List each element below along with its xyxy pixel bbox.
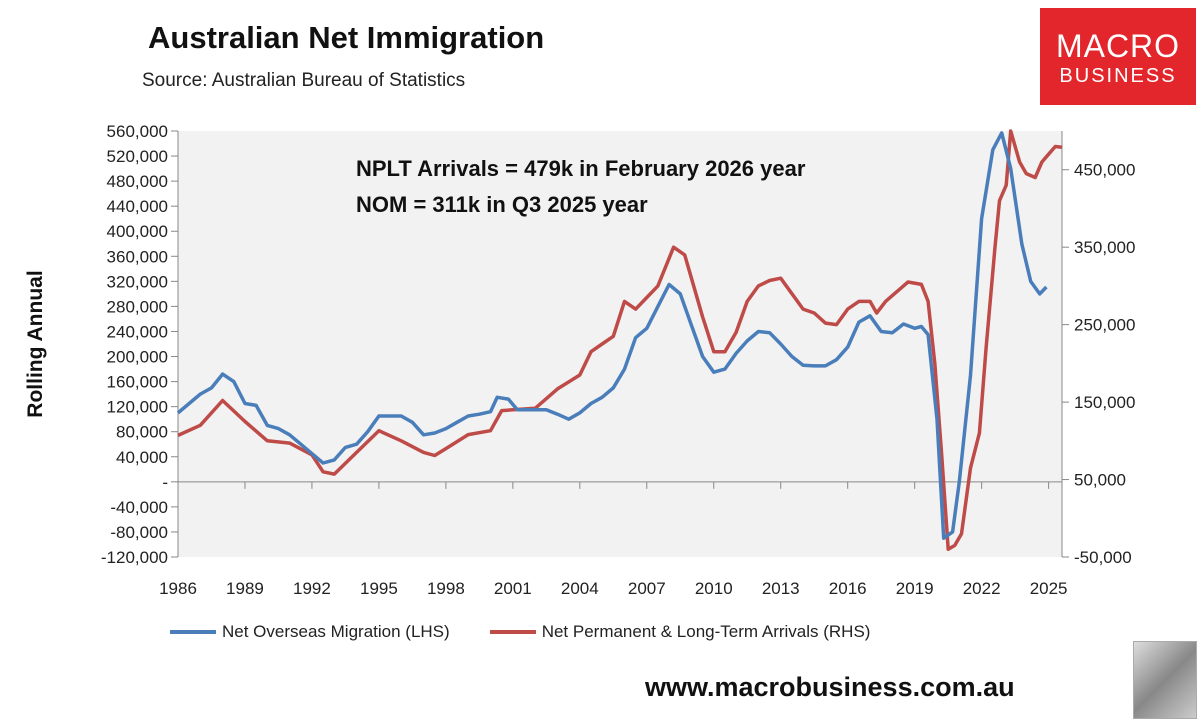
- right-tick-label: -50,000: [1074, 548, 1132, 567]
- y-axis-label: Rolling Annual: [24, 270, 47, 417]
- left-tick-label: 520,000: [107, 147, 168, 166]
- left-tick-label: 160,000: [107, 373, 168, 392]
- x-tick-label: 2004: [561, 579, 599, 598]
- x-tick-label: 2013: [762, 579, 800, 598]
- left-tick-label: 200,000: [107, 348, 168, 367]
- left-tick-label: 400,000: [107, 222, 168, 241]
- x-tick-label: 2016: [829, 579, 867, 598]
- series-line-nom: [176, 131, 1048, 540]
- left-tick-label: 240,000: [107, 322, 168, 341]
- left-tick-label: -: [162, 473, 168, 492]
- legend-label-nom: Net Overseas Migration (LHS): [222, 622, 450, 641]
- left-tick-label: 280,000: [107, 297, 168, 316]
- right-tick-label: 50,000: [1074, 471, 1126, 490]
- right-tick-label: 450,000: [1074, 161, 1135, 180]
- left-tick-label: 320,000: [107, 272, 168, 291]
- wolf-logo-image: [1133, 641, 1197, 719]
- left-tick-label: 440,000: [107, 197, 168, 216]
- x-tick-label: 2025: [1030, 579, 1068, 598]
- right-tick-label: 150,000: [1074, 393, 1135, 412]
- annotation: NOM = 311k in Q3 2025 year: [356, 192, 648, 217]
- x-tick-label: 1995: [360, 579, 398, 598]
- left-tick-label: -40,000: [110, 498, 168, 517]
- x-tick-label: 1986: [159, 579, 197, 598]
- macrobusiness-logo: MACRO BUSINESS: [1040, 8, 1196, 105]
- left-tick-label: -80,000: [110, 523, 168, 542]
- left-tick-label: 120,000: [107, 398, 168, 417]
- x-tick-label: 1992: [293, 579, 331, 598]
- left-tick-label: 360,000: [107, 247, 168, 266]
- legend-item-nom: Net Overseas Migration (LHS): [170, 622, 450, 642]
- x-tick-label: 2019: [896, 579, 934, 598]
- legend-swatch-nplt: [489, 630, 536, 634]
- x-tick-label: 1989: [226, 579, 264, 598]
- left-tick-label: 80,000: [116, 423, 168, 442]
- x-tick-label: 1998: [427, 579, 465, 598]
- logo-line1: MACRO: [1055, 28, 1181, 64]
- x-tick-label: 2022: [963, 579, 1001, 598]
- left-tick-label: -120,000: [101, 548, 168, 567]
- legend-swatch-nom: [170, 630, 216, 634]
- footer-url: www.macrobusiness.com.au: [645, 672, 1015, 702]
- x-tick-label: 2007: [628, 579, 666, 598]
- logo-line2: BUSINESS: [1059, 65, 1177, 87]
- legend: Net Overseas Migration (LHS) Net Permane…: [170, 622, 870, 642]
- left-tick-label: 480,000: [107, 172, 168, 191]
- left-tick-label: 40,000: [116, 448, 168, 467]
- chart-source: Source: Australian Bureau of Statistics: [142, 70, 466, 91]
- x-tick-label: 2010: [695, 579, 733, 598]
- left-tick-label: 560,000: [107, 122, 168, 141]
- x-tick-label: 2001: [494, 579, 532, 598]
- series-line-nplt: [177, 129, 1063, 552]
- right-tick-label: 250,000: [1074, 316, 1135, 335]
- right-tick-label: 350,000: [1074, 238, 1135, 257]
- legend-label-nplt: Net Permanent & Long-Term Arrivals (RHS): [541, 622, 871, 641]
- annotation: NPLT Arrivals = 479k in February 2026 ye…: [356, 156, 806, 181]
- legend-item-nplt: Net Permanent & Long-Term Arrivals (RHS): [489, 622, 871, 642]
- chart-title: Australian Net Immigration: [148, 20, 545, 55]
